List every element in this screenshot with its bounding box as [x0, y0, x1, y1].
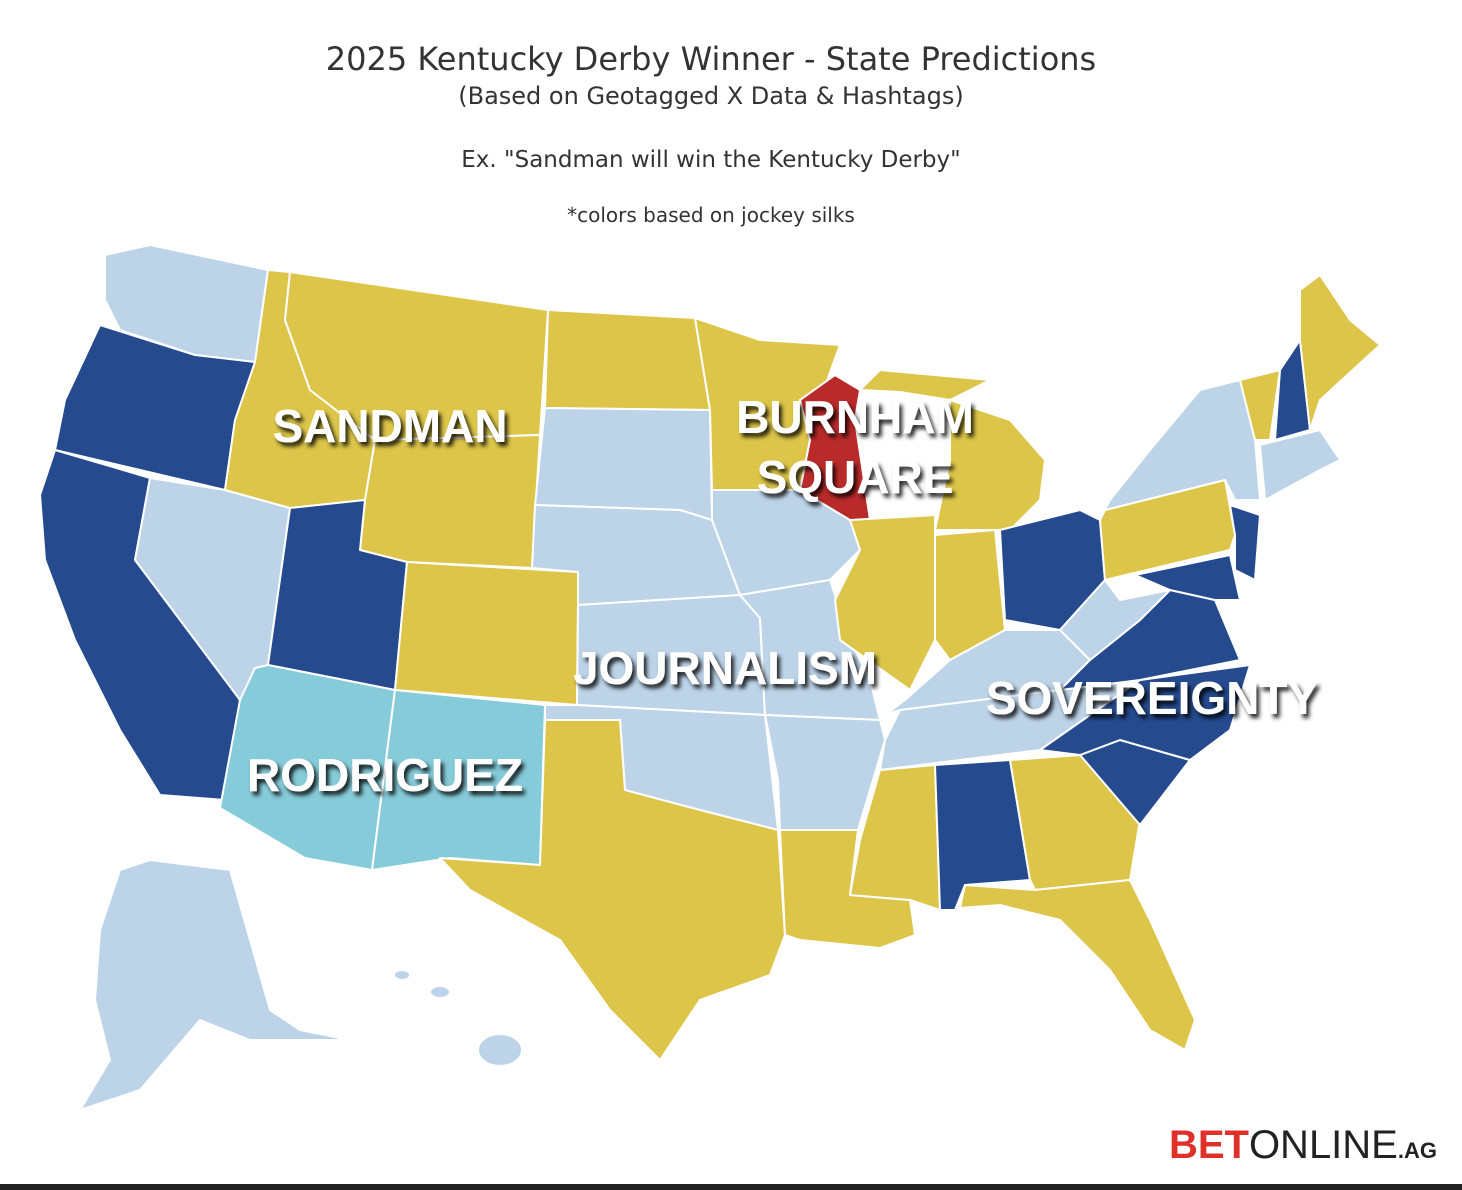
state — [1229, 504, 1261, 581]
state — [1134, 554, 1241, 601]
state — [439, 719, 786, 1061]
logo: BETONLINE.AG — [1169, 1123, 1437, 1167]
state — [477, 1033, 523, 1067]
note: *colors based on jockey silks — [567, 203, 855, 227]
state — [1299, 274, 1381, 431]
horse-label: SQUARE — [757, 451, 954, 503]
example: Ex. "Sandman will win the Kentucky Derby… — [461, 147, 960, 173]
logo-part: .AG — [1398, 1138, 1437, 1163]
state — [79, 859, 351, 1111]
state — [859, 369, 991, 401]
state — [739, 579, 881, 721]
state — [934, 399, 1046, 531]
horse-label: RODRIGUEZ — [247, 749, 523, 801]
state — [393, 969, 411, 981]
state — [959, 879, 1196, 1051]
bottom-bar — [0, 1184, 1462, 1190]
horse-label: SANDMAN — [272, 400, 507, 452]
state — [1104, 379, 1261, 511]
horse-label: BURNHAM — [736, 391, 974, 443]
horse-label: SOVEREIGNTY — [986, 672, 1318, 724]
state — [534, 407, 713, 521]
state — [544, 309, 711, 411]
state — [1259, 429, 1341, 501]
state — [1039, 664, 1251, 761]
subtitle: (Based on Geotagged X Data & Hashtags) — [458, 82, 964, 110]
state — [394, 561, 579, 706]
state — [359, 434, 541, 569]
state — [1239, 369, 1281, 441]
logo-part: ONLINE — [1249, 1123, 1398, 1167]
horse-label: JOURNALISM — [573, 642, 877, 694]
title: 2025 Kentucky Derby Winner - State Predi… — [326, 40, 1096, 78]
logo-part: BET — [1169, 1123, 1249, 1167]
state — [429, 985, 451, 999]
state — [779, 829, 916, 949]
